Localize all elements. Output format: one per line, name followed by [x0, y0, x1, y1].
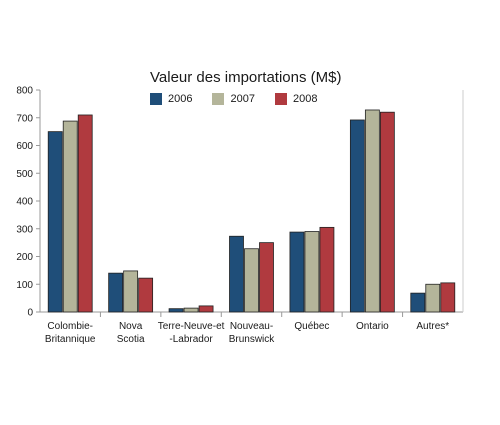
- x-category-label-4: Québec: [294, 321, 329, 332]
- bar-3-2007: [244, 248, 259, 313]
- bar-6-2008: [440, 282, 456, 313]
- x-category-label-line: -Labrador: [169, 334, 213, 345]
- bar-1-2006: [108, 272, 124, 313]
- bar-4-2008: [319, 226, 335, 313]
- y-tick-label-400: 400: [16, 197, 33, 208]
- bar-2-2006: [168, 308, 184, 313]
- x-category-label-line: Ontario: [356, 321, 389, 332]
- y-tick-label-500: 500: [16, 169, 33, 180]
- bar-0-2006: [47, 131, 63, 313]
- legend-swatch-2007: [212, 93, 225, 105]
- legend-swatch-2008: [274, 93, 287, 105]
- x-category-label-line: Colombie-: [47, 321, 93, 332]
- y-tick-label-300: 300: [16, 224, 33, 235]
- legend-item-2007: 2007: [212, 93, 255, 105]
- bar-3-2006: [229, 235, 244, 313]
- chart-legend: 2006 2007 2008: [150, 93, 317, 105]
- y-tick-label-600: 600: [16, 141, 33, 152]
- y-tick-label-700: 700: [16, 113, 33, 124]
- bar-2-2008: [198, 305, 214, 313]
- y-tick-label-0: 0: [27, 308, 33, 319]
- legend-label-2007: 2007: [230, 93, 255, 105]
- x-category-label-line: Nova: [119, 321, 143, 332]
- x-category-label-line: Britannique: [45, 334, 96, 345]
- bar-5-2006: [349, 119, 365, 313]
- x-category-label-5: Ontario: [356, 321, 389, 332]
- bar-3-2008: [259, 242, 274, 313]
- x-category-label-line: Autres*: [416, 321, 449, 332]
- chart-title: Valeur des importations (M$): [150, 69, 342, 86]
- y-tick-label-100: 100: [16, 280, 33, 291]
- x-category-label-line: Terre-Neuve-et: [158, 321, 225, 332]
- bar-5-2007: [364, 109, 380, 313]
- y-tick-label-800: 800: [16, 86, 33, 97]
- x-category-label-line: Québec: [294, 321, 329, 332]
- x-category-label-3: Nouveau- Brunswick: [229, 321, 276, 345]
- bar-2-2007: [183, 307, 199, 313]
- legend-item-2006: 2006: [150, 93, 192, 105]
- legend-item-2008: 2008: [274, 93, 318, 105]
- bar-4-2006: [289, 231, 305, 313]
- x-category-label-2: Terre-Neuve-et -Labrador: [158, 321, 225, 345]
- legend-swatch-2006: [150, 93, 162, 105]
- bar-5-2008: [379, 111, 395, 313]
- bar-0-2007: [62, 120, 78, 313]
- x-category-label-6: Autres*: [416, 321, 449, 332]
- bar-6-2007: [425, 283, 441, 313]
- y-tick-label-200: 200: [16, 252, 33, 263]
- x-category-label-1: Nova Scotia: [117, 321, 145, 345]
- x-category-label-0: Colombie- Britannique: [45, 321, 96, 345]
- bar-1-2008: [138, 277, 154, 313]
- x-category-label-line: Brunswick: [229, 334, 276, 345]
- legend-label-2008: 2008: [292, 93, 318, 105]
- bar-1-2007: [123, 270, 139, 313]
- bar-6-2006: [410, 292, 426, 313]
- legend-label-2006: 2006: [168, 93, 193, 105]
- x-category-label-line: Nouveau-: [230, 321, 273, 332]
- x-category-label-line: Scotia: [117, 334, 145, 345]
- bar-4-2007: [304, 231, 320, 313]
- bar-0-2008: [77, 114, 93, 313]
